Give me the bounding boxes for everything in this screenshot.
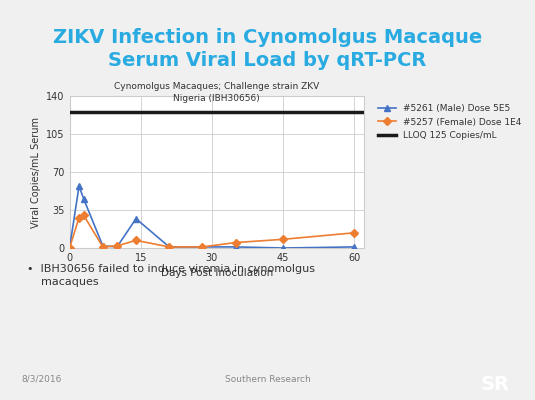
Text: 8/3/2016: 8/3/2016: [21, 375, 62, 384]
Text: ZIKV Infection in Cynomolgus Macaque
Serum Viral Load by qRT-PCR: ZIKV Infection in Cynomolgus Macaque Ser…: [53, 28, 482, 70]
Legend: #5261 (Male) Dose 5E5, #5257 (Female) Dose 1E4, LLOQ 125 Copies/mL: #5261 (Male) Dose 5E5, #5257 (Female) Do…: [374, 100, 525, 144]
Text: Southern Research: Southern Research: [225, 375, 310, 384]
Text: •  IBH30656 failed to induce viremia in cynomolgus
    macaques: • IBH30656 failed to induce viremia in c…: [27, 264, 315, 287]
Y-axis label: Viral Copies/mL Serum: Viral Copies/mL Serum: [30, 116, 41, 228]
Text: Cynomolgus Macaques; Challenge strain ZKV
Nigeria (IBH30656): Cynomolgus Macaques; Challenge strain ZK…: [114, 82, 319, 103]
Text: SR: SR: [480, 374, 509, 394]
X-axis label: Days Post Inoculation: Days Post Inoculation: [160, 268, 273, 278]
